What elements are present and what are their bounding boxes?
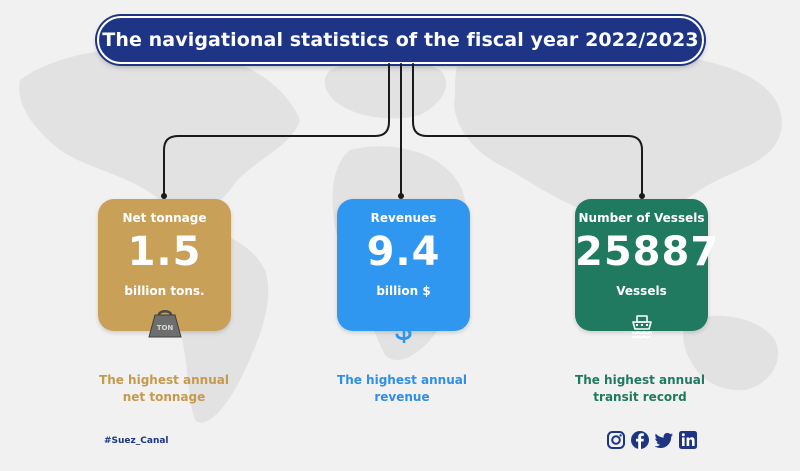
caption-line: The highest annual <box>99 373 229 387</box>
card-unit: billion tons. <box>124 284 205 298</box>
facebook-icon[interactable] <box>630 430 650 450</box>
caption-vessels: The highest annual transit record <box>540 372 740 406</box>
weight-icon: TON <box>147 310 182 338</box>
card-net-tonnage: Net tonnage 1.5 billion tons. TON <box>98 199 231 338</box>
caption-line: revenue <box>374 390 430 404</box>
hashtag: #Suez_Canal <box>104 436 169 446</box>
caption-line: transit record <box>593 390 687 404</box>
instagram-icon[interactable] <box>606 430 626 450</box>
ship-icon <box>630 315 652 339</box>
card-unit: billion $ <box>376 284 431 298</box>
social-links <box>606 430 698 450</box>
card-value: 1.5 <box>127 229 202 275</box>
connector-left <box>163 63 390 197</box>
card-unit: Vessels <box>616 284 667 298</box>
card-value: 9.4 <box>366 229 441 275</box>
caption-revenues: The highest annual revenue <box>302 372 502 406</box>
twitter-icon[interactable] <box>654 430 674 450</box>
card-label: Number of Vessels <box>578 211 705 225</box>
caption-line: net tonnage <box>122 390 206 404</box>
dollar-icon <box>395 315 412 343</box>
card-vessels: Number of Vessels 25887 Vessels <box>575 199 720 339</box>
linkedin-icon[interactable] <box>678 430 698 450</box>
card-label: Revenues <box>370 211 437 225</box>
caption-line: The highest annual <box>337 373 467 387</box>
caption-net-tonnage: The highest annual net tonnage <box>64 372 264 406</box>
card-label: Net tonnage <box>122 211 207 225</box>
page-title: The navigational statistics of the fisca… <box>97 16 704 64</box>
card-value: 25887 <box>575 229 720 275</box>
card-revenues: Revenues 9.4 billion $ <box>337 199 470 343</box>
weight-icon-label: TON <box>156 324 173 332</box>
connector-right <box>412 63 643 197</box>
caption-line: The highest annual <box>575 373 705 387</box>
